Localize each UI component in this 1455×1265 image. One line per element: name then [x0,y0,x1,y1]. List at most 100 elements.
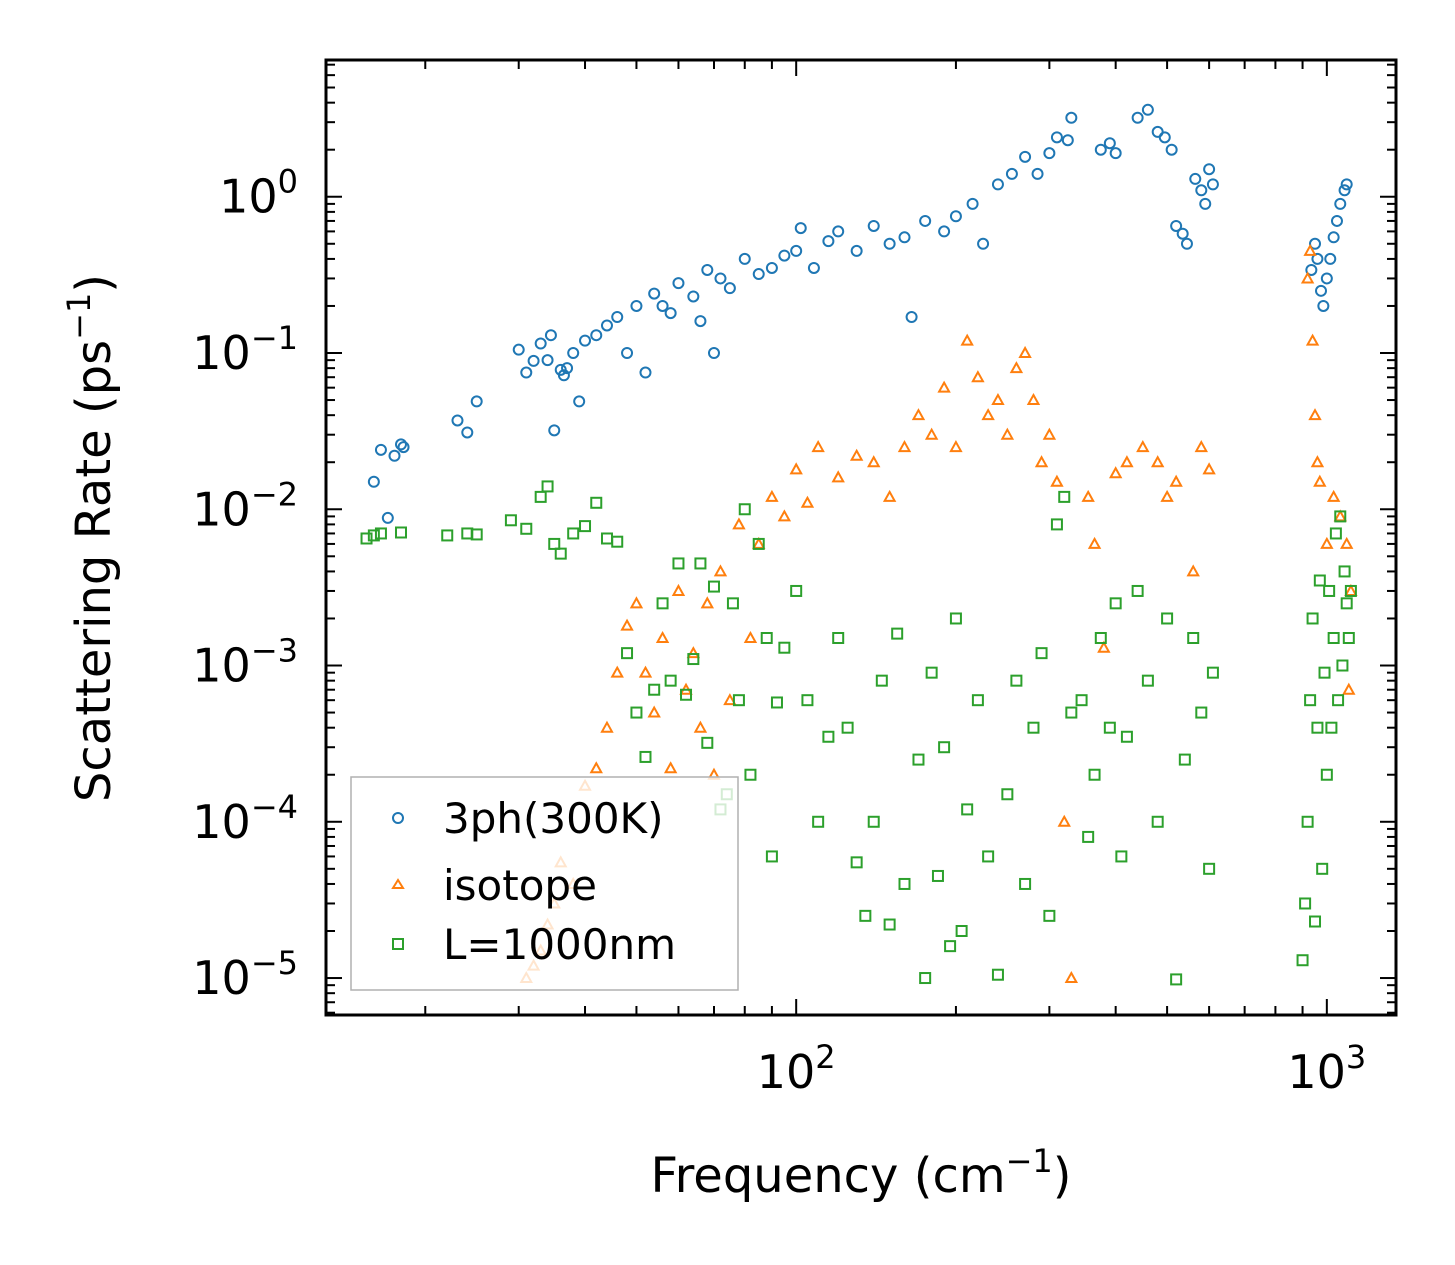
data-point [1009,361,1024,374]
data-point [610,665,624,678]
data-point [738,252,751,265]
data-point [971,694,984,707]
legend-label-3ph: 3ph(300K) [443,794,663,843]
data-point [1199,197,1212,210]
data-point [883,237,896,250]
data-point [938,741,951,754]
data-point [367,529,380,542]
data-point [1131,111,1144,124]
data-point [620,618,634,631]
data-point [919,972,932,985]
data-point [831,470,845,483]
data-point [1131,584,1144,597]
data-point [812,815,825,828]
data-point [738,503,751,516]
data-point [789,462,803,475]
data-point [1031,167,1044,180]
data-point [1313,474,1327,487]
data-point [770,696,783,709]
data-point [1103,721,1116,734]
data-point [1303,243,1317,256]
data-point [461,426,474,439]
data-point [1189,172,1202,185]
data-point [381,511,394,524]
data-point [664,307,677,320]
data-point [765,850,778,863]
data-point [938,225,951,238]
data-point [639,366,652,379]
data-point [1064,970,1079,984]
data-point [807,261,820,274]
data-point [1034,455,1049,468]
data-point [732,517,746,530]
data-point [1324,252,1337,265]
ticks-layer: 102 103 100 10−1 10−2 10−3 10−4 10−5 [192,60,1396,1099]
data-point [441,529,454,542]
data-point [1315,284,1328,297]
data-point [777,509,792,522]
data-point [732,694,745,707]
data-point [639,750,652,763]
data-point [541,480,554,493]
data-point [1087,536,1102,549]
data-point [630,299,643,312]
data-point [1206,178,1219,191]
data-point [1310,455,1325,468]
data-point [752,536,766,549]
data-point [1340,597,1353,610]
data-point [1170,973,1183,986]
data-point [1120,455,1134,468]
data-point [621,647,634,660]
data-point [924,427,939,440]
data-point [883,918,896,931]
data-point [1109,597,1122,610]
data-point [707,346,720,359]
data-point [687,290,700,303]
data-point [1043,909,1056,922]
data-point [1027,721,1040,734]
data-point [1342,631,1355,644]
data-point [1195,184,1208,197]
data-point [1344,584,1357,597]
data-point [611,310,624,323]
data-point [672,277,685,290]
data-point [961,803,974,816]
legend-label-isotope: isotope [443,861,597,910]
data-point [955,924,968,937]
data-point [520,366,533,379]
data-point [1330,214,1343,227]
data-point [1327,631,1340,644]
data-point [1058,490,1071,503]
data-point [723,693,737,706]
data-point [1301,815,1314,828]
data-point [561,362,574,375]
data-point [701,736,714,749]
data-point [388,449,401,462]
data-point [548,537,561,550]
data-point [534,490,547,503]
data-point [867,815,880,828]
y-tick-label: 10−3 [192,632,298,693]
data-point [527,354,540,367]
data-point [590,329,603,342]
data-point [1050,518,1063,531]
data-point [579,334,592,347]
data-point [548,424,561,437]
data-point [687,653,700,666]
data-point [1075,694,1088,707]
x-axis-title: Frequency (cm−1) [650,1142,1071,1204]
data-point [1300,271,1315,284]
data-point [1097,640,1111,653]
y-tick-label: 10−4 [192,788,298,849]
data-point [1136,440,1150,453]
data-point [1001,788,1014,801]
data-point [1050,474,1064,487]
series-0 [367,103,1353,524]
data-point [1043,147,1056,160]
data-point [397,441,410,454]
plot-frame [324,58,1398,1017]
data-point [394,438,407,451]
data-point [656,597,669,610]
data-point [743,630,758,643]
